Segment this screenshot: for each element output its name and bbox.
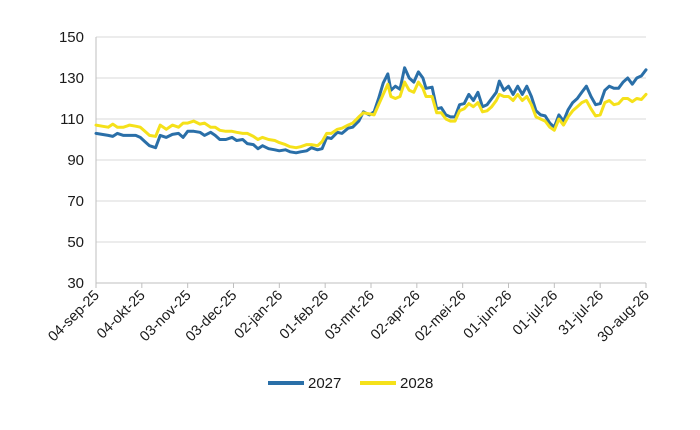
- x-axis-tick-labels: 04-sep-2504-okt-2503-nov-2503-dec-2502-j…: [45, 288, 652, 346]
- y-tick-label: 110: [60, 111, 84, 128]
- legend-label-2028: 2028: [400, 375, 433, 392]
- series-line-2027: [94, 66, 648, 155]
- series-lines: [94, 66, 648, 155]
- y-tick-label: 90: [67, 152, 84, 169]
- y-tick-label: 150: [59, 29, 84, 46]
- y-tick-label: 70: [67, 193, 84, 210]
- y-tick-label: 130: [59, 70, 84, 87]
- legend-label-2027: 2027: [308, 375, 341, 392]
- x-tick-label: 01-jun-26: [461, 288, 516, 343]
- y-axis-tick-labels: 30 50 70 90 110 130 150: [59, 29, 84, 292]
- y-tick-label: 50: [67, 234, 84, 251]
- gridlines: [96, 36, 646, 243]
- x-tick-label: 04-sep-25: [45, 288, 102, 345]
- axes: [95, 37, 647, 288]
- legend: 2027 2028: [268, 375, 433, 392]
- x-tick-label: 01-jul-26: [510, 288, 561, 339]
- y-tick-label: 30: [67, 275, 84, 292]
- series-line-2028: [94, 80, 648, 150]
